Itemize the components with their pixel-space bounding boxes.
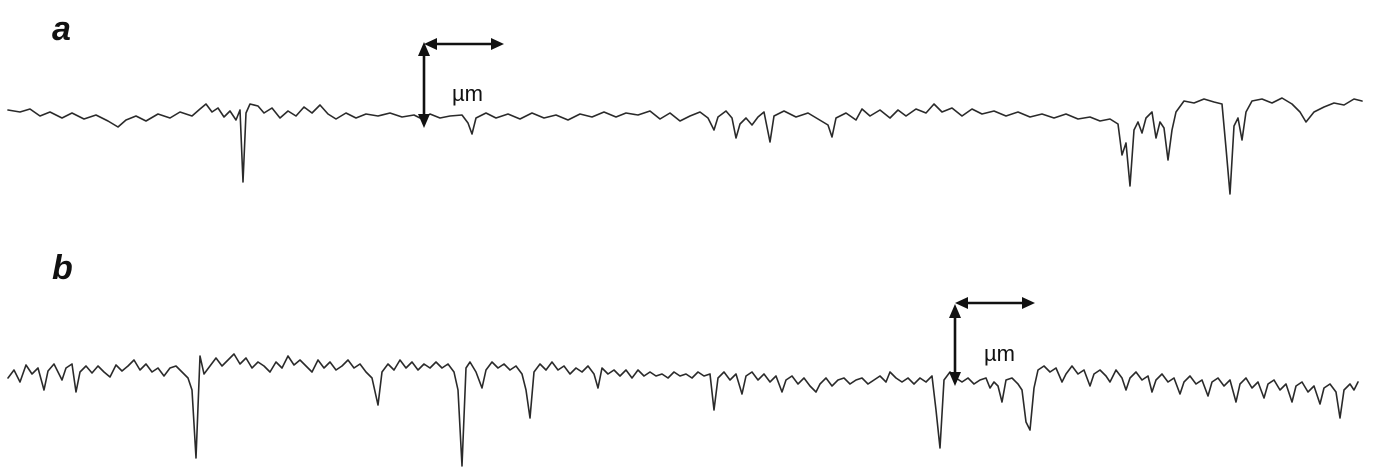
panel-a-profile-trace [7,97,1363,195]
panel-b: b µm [7,249,1359,467]
panel-a-label: a [52,10,71,48]
panel-b-scale-bar: µm [949,297,1035,386]
panel-a-arrowhead-right-icon [491,38,504,50]
panel-a-scale-bar: µm [418,38,504,128]
panel-b-profile-trace [7,353,1359,467]
panel-b-label: b [52,249,73,287]
panel-a-arrowhead-left-icon [424,38,437,50]
panel-b-arrowhead-right-icon [1022,297,1035,309]
panel-b-arrowhead-down-icon [949,372,961,386]
panel-a: a µm [7,10,1363,195]
panel-a-unit-label: µm [452,81,483,106]
panel-b-arrowhead-up-icon [949,304,961,318]
panel-a-arrowhead-up-icon [418,42,430,56]
panel-b-unit-label: µm [984,341,1015,366]
panel-a-arrowhead-down-icon [418,114,430,128]
panel-b-arrowhead-left-icon [955,297,968,309]
